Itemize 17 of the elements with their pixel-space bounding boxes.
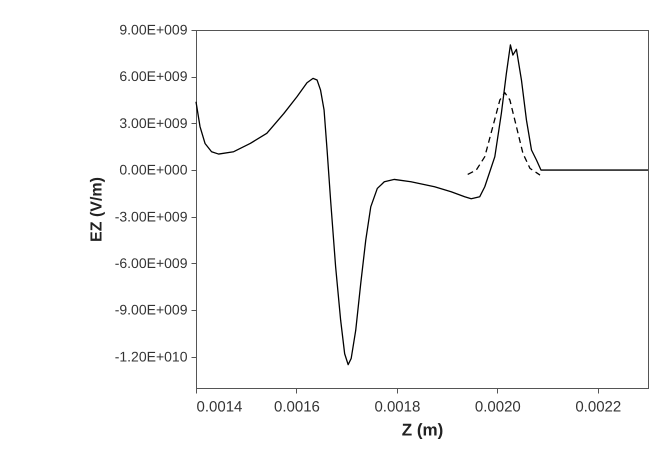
y-tick-label: 6.00E+009 — [119, 68, 188, 84]
y-tick-label: -9.00E+009 — [114, 302, 188, 318]
x-tick-label: 0.0014 — [196, 398, 242, 416]
line-series — [195, 44, 649, 366]
x-tick-label: 0.0018 — [374, 398, 420, 416]
y-axis-title: EZ (V/m) — [88, 177, 106, 242]
x-tick-label: 0.0016 — [274, 398, 320, 416]
y-tick-label: -6.00E+009 — [114, 254, 188, 271]
y-tick-label: -1.20E+010 — [114, 348, 188, 364]
y-tick-label: 9.00E+009 — [119, 22, 188, 38]
y-tick-label: 0.00E+000 — [119, 162, 188, 178]
x-axis-title: Z (m) — [402, 420, 444, 440]
y-tick-label: -3.00E+009 — [114, 208, 188, 224]
x-tick-label: 0.0022 — [575, 398, 622, 416]
y-tick-label: 3.00E+009 — [119, 114, 188, 131]
x-tick-label: 0.0020 — [474, 398, 521, 416]
line-series — [467, 92, 541, 176]
